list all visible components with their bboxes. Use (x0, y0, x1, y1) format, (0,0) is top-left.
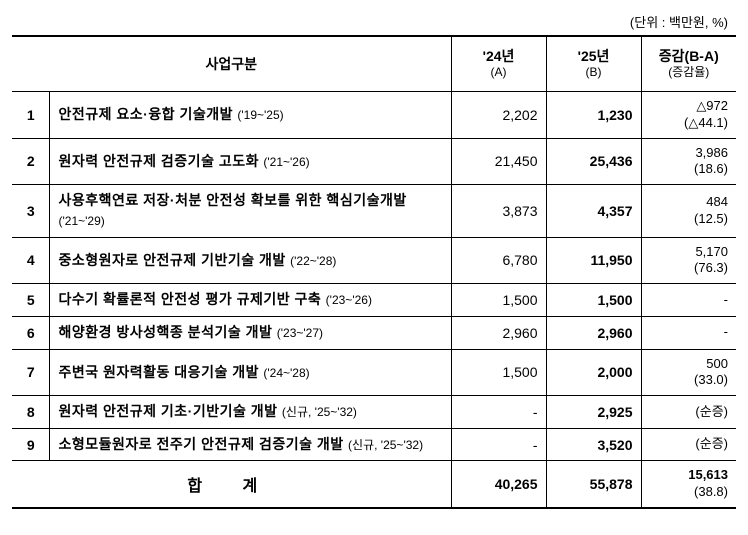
row-period: (신규, '25~'32) (348, 438, 423, 452)
header-diff-main: 증감(B-A) (659, 48, 719, 64)
budget-table: 사업구분 '24년 (A) '25년 (B) 증감(B-A) (증감율) 1안전… (12, 35, 736, 509)
row-diff-value: 484 (706, 194, 728, 209)
row-period: ('22~'28) (290, 254, 336, 268)
total-y24: 40,265 (451, 461, 546, 508)
row-period: ('23~'26) (326, 293, 372, 307)
row-y24-value: 1,500 (451, 349, 546, 396)
row-diff-value: 3,986 (695, 145, 728, 160)
row-y24-value: 6,780 (451, 237, 546, 284)
row-diff: 500(33.0) (641, 349, 736, 396)
row-diff-rate: (33.0) (650, 372, 729, 389)
row-period: ('19~'25) (237, 108, 283, 122)
row-index: 1 (12, 91, 50, 138)
header-y25-main: '25년 (578, 48, 610, 64)
table-row: 6해양환경 방사성핵종 분석기술 개발 ('23~'27)2,9602,960- (12, 316, 736, 349)
row-project-name: 중소형원자로 안전규제 기반기술 개발 ('22~'28) (50, 237, 451, 284)
total-diff-value: 15,613 (688, 467, 728, 482)
unit-label: (단위 : 백만원, %) (12, 12, 736, 31)
row-y25-value: 1,230 (546, 91, 641, 138)
row-y24-value: - (451, 428, 546, 461)
row-project-name: 안전규제 요소·융합 기술개발 ('19~'25) (50, 91, 451, 138)
table-row: 4중소형원자로 안전규제 기반기술 개발 ('22~'28)6,78011,95… (12, 237, 736, 284)
row-y25-value: 4,357 (546, 185, 641, 237)
row-y25-value: 25,436 (546, 138, 641, 185)
row-index: 4 (12, 237, 50, 284)
row-y25-value: 1,500 (546, 284, 641, 317)
header-diff: 증감(B-A) (증감율) (641, 36, 736, 91)
row-y25-value: 3,520 (546, 428, 641, 461)
row-diff: (순증) (641, 428, 736, 461)
row-project-name: 사용후핵연료 저장·처분 안전성 확보를 위한 핵심기술개발 ('21~'29) (50, 185, 451, 237)
header-y25-sub: (B) (551, 65, 637, 81)
row-index: 9 (12, 428, 50, 461)
row-project-name: 해양환경 방사성핵종 분석기술 개발 ('23~'27) (50, 316, 451, 349)
row-period: ('21~'29) (58, 214, 104, 228)
row-y24-value: 2,202 (451, 91, 546, 138)
row-period: ('21~'26) (263, 155, 309, 169)
total-y25: 55,878 (546, 461, 641, 508)
row-y24-value: 3,873 (451, 185, 546, 237)
row-diff-value: - (724, 324, 728, 339)
header-y24-sub: (A) (456, 65, 542, 81)
row-diff: - (641, 316, 736, 349)
header-y24-main: '24년 (483, 48, 515, 64)
row-period: ('24~'28) (263, 366, 309, 380)
row-period: (신규, '25~'32) (282, 405, 357, 419)
row-project-name: 원자력 안전규제 검증기술 고도화 ('21~'26) (50, 138, 451, 185)
total-diff-rate: (38.8) (650, 484, 729, 501)
row-y25-value: 11,950 (546, 237, 641, 284)
row-index: 2 (12, 138, 50, 185)
row-period: ('23~'27) (277, 326, 323, 340)
row-index: 3 (12, 185, 50, 237)
table-body: 1안전규제 요소·융합 기술개발 ('19~'25)2,2021,230△972… (12, 91, 736, 508)
row-y25-value: 2,000 (546, 349, 641, 396)
row-y24-value: 2,960 (451, 316, 546, 349)
table-row: 5다수기 확률론적 안전성 평가 규제기반 구축 ('23~'26)1,5001… (12, 284, 736, 317)
table-row: 8원자력 안전규제 기초·기반기술 개발 (신규, '25~'32)-2,925… (12, 396, 736, 429)
header-y24: '24년 (A) (451, 36, 546, 91)
row-diff: 484 (12.5) (641, 185, 736, 237)
row-diff: △972 (△44.1) (641, 91, 736, 138)
header-category: 사업구분 (12, 36, 451, 91)
row-diff-value: - (724, 292, 728, 307)
table-row: 9소형모듈원자로 전주기 안전규제 검증기술 개발 (신규, '25~'32)-… (12, 428, 736, 461)
row-diff-value: (순증) (695, 404, 728, 419)
row-project-name: 주변국 원자력활동 대응기술 개발 ('24~'28) (50, 349, 451, 396)
row-index: 8 (12, 396, 50, 429)
header-diff-sub: (증감율) (646, 65, 733, 81)
row-y24-value: 1,500 (451, 284, 546, 317)
row-index: 7 (12, 349, 50, 396)
table-row: 3사용후핵연료 저장·처분 안전성 확보를 위한 핵심기술개발 ('21~'29… (12, 185, 736, 237)
row-y24-value: - (451, 396, 546, 429)
row-index: 5 (12, 284, 50, 317)
row-diff-value: 500 (706, 356, 728, 371)
row-diff: (순증) (641, 396, 736, 429)
row-project-name: 원자력 안전규제 기초·기반기술 개발 (신규, '25~'32) (50, 396, 451, 429)
row-diff: 5,170(76.3) (641, 237, 736, 284)
row-y25-value: 2,960 (546, 316, 641, 349)
row-diff: - (641, 284, 736, 317)
table-row: 7주변국 원자력활동 대응기술 개발 ('24~'28)1,5002,00050… (12, 349, 736, 396)
row-diff-rate: (18.6) (650, 161, 729, 178)
row-index: 6 (12, 316, 50, 349)
row-diff-value: 5,170 (695, 244, 728, 259)
row-diff-rate: (76.3) (650, 260, 729, 277)
row-diff-value: (순증) (695, 436, 728, 451)
row-diff-rate: (△44.1) (650, 115, 729, 132)
total-label: 합 계 (12, 461, 451, 508)
row-project-name: 소형모듈원자로 전주기 안전규제 검증기술 개발 (신규, '25~'32) (50, 428, 451, 461)
table-row: 2원자력 안전규제 검증기술 고도화 ('21~'26)21,45025,436… (12, 138, 736, 185)
total-diff: 15,613 (38.8) (641, 461, 736, 508)
row-y24-value: 21,450 (451, 138, 546, 185)
row-diff: 3,986(18.6) (641, 138, 736, 185)
row-project-name: 다수기 확률론적 안전성 평가 규제기반 구축 ('23~'26) (50, 284, 451, 317)
total-row: 합 계40,26555,878 15,613 (38.8) (12, 461, 736, 508)
table-row: 1안전규제 요소·융합 기술개발 ('19~'25)2,2021,230△972… (12, 91, 736, 138)
row-diff-value: △972 (696, 98, 728, 113)
row-diff-rate: (12.5) (650, 211, 729, 228)
header-y25: '25년 (B) (546, 36, 641, 91)
row-y25-value: 2,925 (546, 396, 641, 429)
header-row: 사업구분 '24년 (A) '25년 (B) 증감(B-A) (증감율) (12, 36, 736, 91)
